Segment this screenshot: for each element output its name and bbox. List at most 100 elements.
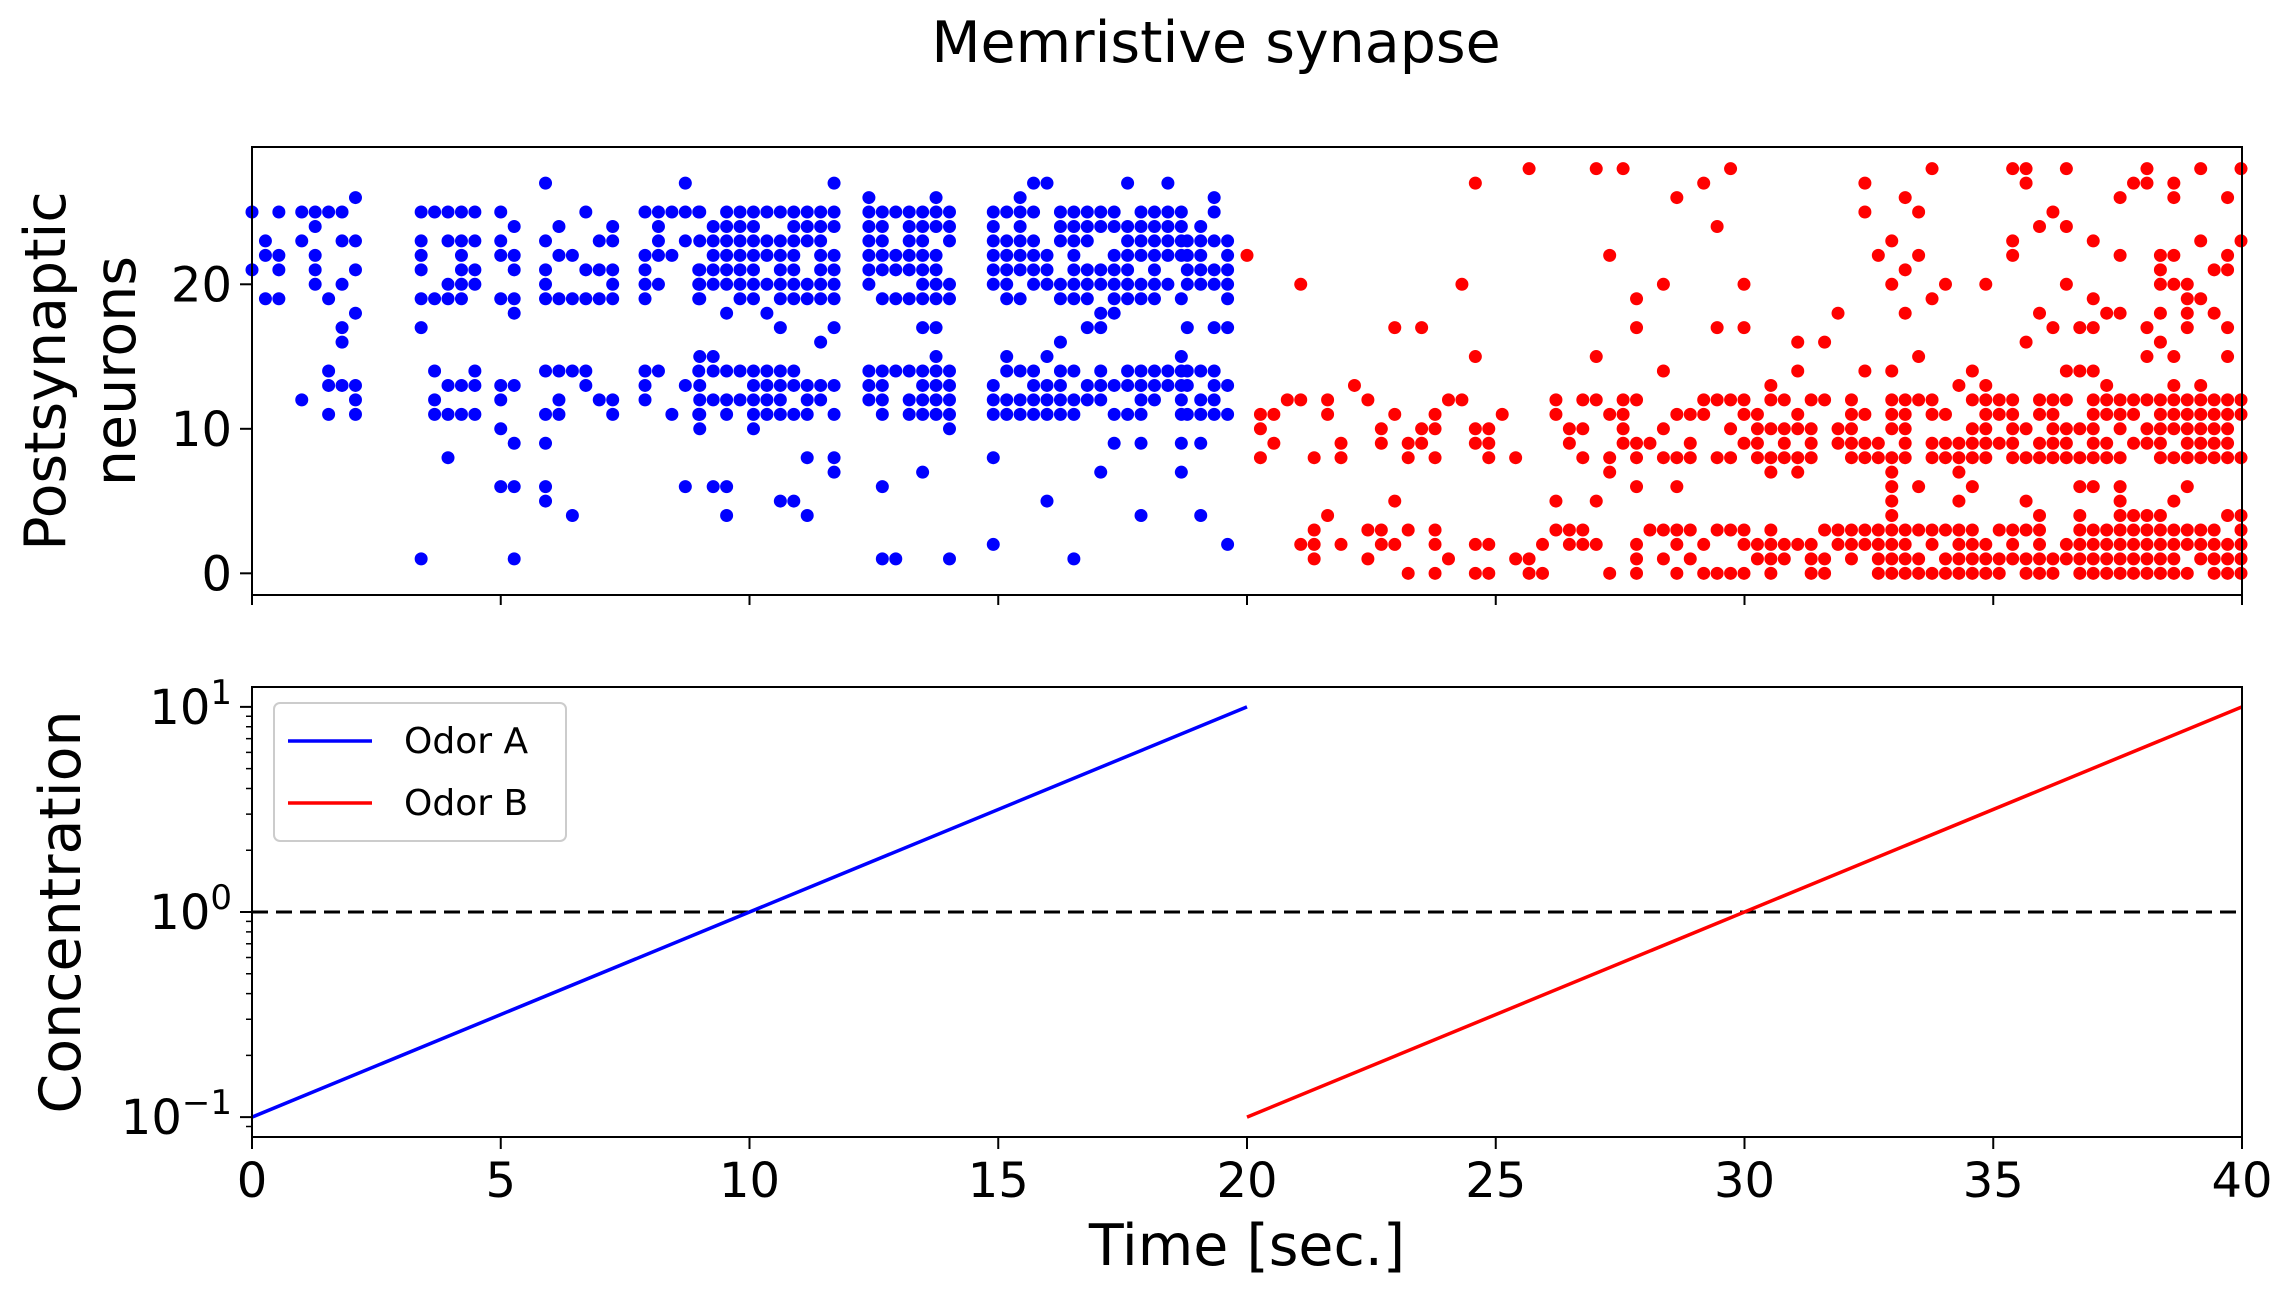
spike-odor-b	[2073, 422, 2087, 436]
spike-odor-a	[1080, 321, 1094, 335]
spike-odor-a	[1080, 277, 1094, 291]
spike-odor-b	[2059, 277, 2073, 291]
spike-odor-a	[800, 277, 814, 291]
spike-odor-b	[1656, 364, 1670, 378]
spike-odor-b	[1871, 523, 1885, 537]
spike-odor-a	[1067, 393, 1081, 407]
spike-odor-b	[1965, 422, 1979, 436]
spike-odor-a	[592, 292, 606, 306]
spike-odor-a	[507, 263, 521, 277]
spike-odor-b	[2006, 523, 2020, 537]
spike-odor-a	[1147, 277, 1161, 291]
spike-odor-b	[2100, 306, 2114, 320]
spike-odor-b	[1401, 436, 1415, 450]
spike-odor-a	[1221, 263, 1235, 277]
spike-odor-a	[1080, 292, 1094, 306]
spike-odor-a	[1194, 436, 1208, 450]
spike-odor-b	[1294, 537, 1308, 551]
spike-odor-b	[1965, 393, 1979, 407]
concentration-xtick-label: 25	[1465, 1153, 1526, 1209]
spike-odor-b	[1912, 350, 1926, 364]
spike-odor-a	[1067, 205, 1081, 219]
spike-odor-b	[2153, 552, 2167, 566]
spike-odor-a	[929, 393, 943, 407]
spike-odor-b	[1952, 378, 1966, 392]
spike-odor-a	[1134, 393, 1148, 407]
spike-odor-b	[2180, 451, 2194, 465]
spike-odor-b	[1603, 248, 1617, 262]
spike-odor-b	[1549, 523, 1563, 537]
spike-odor-b	[1938, 552, 1952, 566]
spike-odor-a	[787, 364, 801, 378]
spike-odor-b	[2073, 552, 2087, 566]
spike-odor-b	[2207, 407, 2221, 421]
spike-odor-b	[1858, 205, 1872, 219]
spike-odor-b	[1710, 321, 1724, 335]
spike-odor-a	[1107, 378, 1121, 392]
spike-odor-a	[889, 248, 903, 262]
spike-odor-b	[1388, 321, 1402, 335]
spike-odor-b	[2153, 436, 2167, 450]
spike-odor-a	[1174, 350, 1188, 364]
spike-odor-a	[579, 292, 593, 306]
spike-odor-b	[2100, 451, 2114, 465]
spike-odor-a	[1134, 219, 1148, 233]
spike-odor-a	[929, 350, 943, 364]
spike-odor-a	[414, 205, 428, 219]
spike-odor-a	[889, 292, 903, 306]
spike-odor-a	[1027, 248, 1041, 262]
spike-odor-a	[814, 205, 828, 219]
spike-odor-b	[1885, 480, 1899, 494]
spike-odor-a	[800, 205, 814, 219]
spike-odor-b	[2073, 523, 2087, 537]
spike-odor-a	[693, 407, 707, 421]
spike-odor-b	[1710, 451, 1724, 465]
spike-odor-a	[1180, 378, 1194, 392]
spike-odor-a	[1080, 219, 1094, 233]
spike-odor-b	[1536, 537, 1550, 551]
concentration-xtick-label: 20	[1216, 1153, 1277, 1209]
spike-odor-a	[862, 277, 876, 291]
spike-odor-b	[2100, 393, 2114, 407]
spike-odor-b	[1912, 205, 1926, 219]
spike-odor-b	[1656, 451, 1670, 465]
spike-odor-a	[746, 292, 760, 306]
spike-odor-a	[1121, 407, 1135, 421]
spike-odor-a	[1053, 277, 1067, 291]
spike-odor-a	[814, 393, 828, 407]
spike-odor-a	[1067, 234, 1081, 248]
spike-odor-a	[706, 263, 720, 277]
spike-odor-a	[902, 292, 916, 306]
spike-odor-b	[1871, 451, 1885, 465]
spike-odor-a	[1147, 263, 1161, 277]
spike-odor-b	[1791, 451, 1805, 465]
spike-odor-b	[2194, 523, 2208, 537]
spike-odor-b	[1858, 407, 1872, 421]
spike-odor-a	[539, 176, 553, 190]
spike-odor-b	[2086, 480, 2100, 494]
spike-odor-a	[986, 407, 1000, 421]
spike-odor-b	[1912, 480, 1926, 494]
spike-odor-a	[335, 378, 349, 392]
spike-odor-a	[787, 205, 801, 219]
legend-label-odor-b: Odor B	[404, 783, 528, 824]
spike-odor-a	[875, 393, 889, 407]
spike-odor-a	[862, 234, 876, 248]
spike-odor-a	[1121, 176, 1135, 190]
spike-odor-a	[929, 191, 943, 205]
spike-odor-b	[1724, 162, 1738, 176]
spike-odor-b	[2153, 263, 2167, 277]
spike-odor-a	[1107, 219, 1121, 233]
spike-odor-b	[2033, 436, 2047, 450]
spike-odor-a	[862, 248, 876, 262]
spike-odor-a	[579, 263, 593, 277]
spike-odor-a	[693, 350, 707, 364]
spike-odor-a	[1180, 277, 1194, 291]
spike-odor-b	[1267, 436, 1281, 450]
spike-odor-b	[2006, 451, 2020, 465]
spike-odor-a	[678, 176, 692, 190]
spike-odor-a	[638, 364, 652, 378]
spike-odor-b	[1683, 552, 1697, 566]
spike-odor-b	[1321, 407, 1335, 421]
